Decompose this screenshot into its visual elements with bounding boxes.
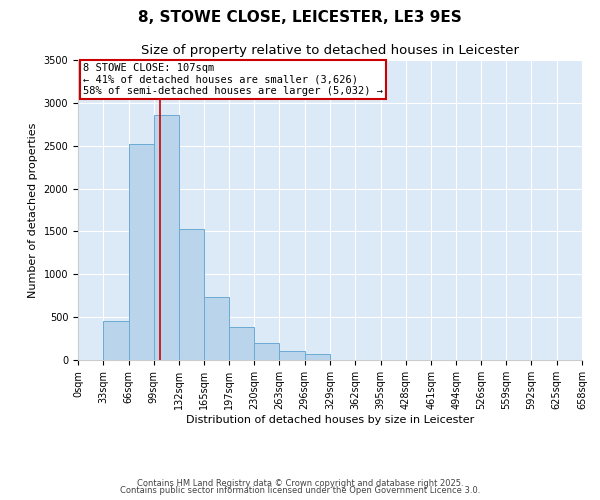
Text: 8 STOWE CLOSE: 107sqm
← 41% of detached houses are smaller (3,626)
58% of semi-d: 8 STOWE CLOSE: 107sqm ← 41% of detached … <box>83 63 383 96</box>
Text: Contains HM Land Registry data © Crown copyright and database right 2025.: Contains HM Land Registry data © Crown c… <box>137 478 463 488</box>
Bar <box>254 343 280 360</box>
Bar <box>179 229 205 360</box>
Bar <box>229 328 254 360</box>
Bar <box>103 322 128 360</box>
Title: Size of property relative to detached houses in Leicester: Size of property relative to detached ho… <box>141 44 519 58</box>
X-axis label: Distribution of detached houses by size in Leicester: Distribution of detached houses by size … <box>186 414 474 424</box>
Bar <box>305 354 330 360</box>
Bar <box>128 144 154 360</box>
Bar <box>280 352 305 360</box>
Bar <box>205 298 229 360</box>
Bar <box>154 115 179 360</box>
Text: 8, STOWE CLOSE, LEICESTER, LE3 9ES: 8, STOWE CLOSE, LEICESTER, LE3 9ES <box>138 10 462 25</box>
Y-axis label: Number of detached properties: Number of detached properties <box>28 122 38 298</box>
Text: Contains public sector information licensed under the Open Government Licence 3.: Contains public sector information licen… <box>120 486 480 495</box>
